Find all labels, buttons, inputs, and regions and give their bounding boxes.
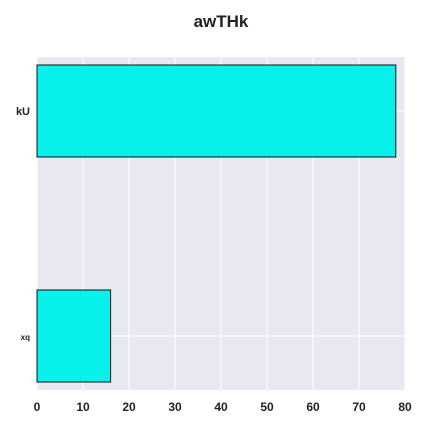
x-axis-ticks: 0 10 20 30 40 50 60 70 80 xyxy=(34,400,412,414)
x-tick-label: 60 xyxy=(306,400,320,414)
y-axis-categories: kU xq xyxy=(16,106,30,342)
y-category-label: xq xyxy=(21,333,30,342)
x-tick-label: 40 xyxy=(214,400,228,414)
x-tick-label: 70 xyxy=(352,400,366,414)
x-tick-label: 20 xyxy=(122,400,136,414)
y-category-label: kU xyxy=(16,106,30,118)
x-tick-label: 50 xyxy=(260,400,274,414)
x-tick-label: 30 xyxy=(168,400,182,414)
x-tick-label: 0 xyxy=(34,400,41,414)
bar-xq xyxy=(36,289,112,383)
x-tick-label: 10 xyxy=(76,400,90,414)
x-tick-label: 80 xyxy=(398,400,412,414)
bar-kU xyxy=(36,64,397,158)
chart-title: awTHk xyxy=(194,12,249,31)
bars xyxy=(36,64,397,383)
